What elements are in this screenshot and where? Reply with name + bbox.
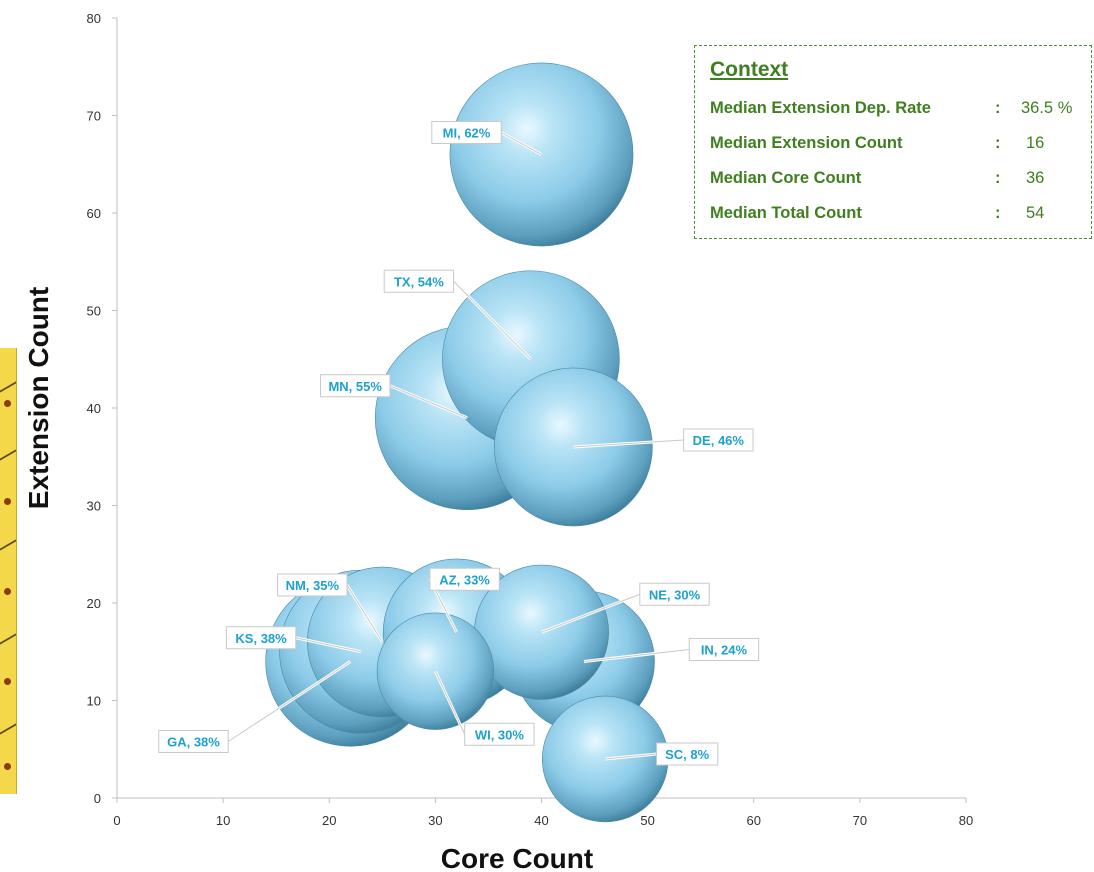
y-tick-label: 50 (87, 304, 101, 319)
context-row-median-ext-count: Median Extension Count : 16 (710, 126, 1091, 161)
data-label: MN, 55% (328, 379, 382, 394)
data-label: TX, 54% (394, 274, 444, 289)
context-value: 16 (1026, 134, 1045, 152)
context-label: Median Core Count (710, 169, 862, 187)
data-label-box (639, 582, 710, 606)
label-leader-line (227, 661, 351, 742)
x-tick-label: 30 (428, 813, 442, 828)
data-label: AZ, 33% (439, 572, 490, 587)
label-leader-line (389, 385, 468, 419)
data-label: SC, 8% (665, 747, 710, 762)
x-tick-label: 80 (959, 813, 973, 828)
data-label-box (431, 121, 502, 144)
data-label: NE, 30% (649, 587, 701, 602)
data-labels: MI, 62% TX, 54% MN, 55% DE, 46% NM, 35% AZ, 3… (158, 121, 760, 766)
pattern-dot (4, 678, 11, 685)
context-value: 36.5 % (1021, 99, 1073, 117)
data-label-box (683, 428, 754, 452)
y-tick-label: 80 (87, 11, 101, 26)
context-row-median-ext-dep-rate: Median Extension Dep. Rate : 36.5 % (710, 91, 1091, 126)
y-tick-label: 30 (87, 499, 101, 514)
data-label-box (158, 730, 229, 753)
context-colon: : (995, 169, 1001, 187)
y-tick-label: 40 (87, 401, 101, 416)
context-row-median-core-count: Median Core Count : 36 (710, 161, 1091, 196)
pattern-dot (4, 588, 11, 595)
context-colon: : (995, 204, 1001, 222)
label-leader-line (541, 593, 640, 633)
data-label-box (225, 626, 297, 650)
x-axis-title: Core Count (441, 843, 593, 872)
context-value: 36 (1026, 169, 1045, 187)
data-label: IN, 24% (701, 643, 748, 658)
data-label: KS, 38% (235, 631, 287, 646)
label-leader-line (346, 584, 383, 643)
context-label: Median Extension Dep. Rate (710, 99, 931, 117)
data-label: GA, 38% (167, 735, 220, 750)
data-label: MI, 62% (443, 126, 491, 141)
context-colon: : (995, 134, 1001, 152)
y-tick-label: 60 (87, 206, 101, 221)
x-tick-label: 0 (113, 813, 120, 828)
label-leader-line (583, 649, 690, 662)
data-label-box (320, 374, 391, 398)
data-label-box (464, 722, 535, 746)
data-label: WI, 30% (475, 727, 525, 742)
label-leader-line (500, 132, 542, 155)
context-title: Context (710, 58, 789, 81)
x-tick-label: 50 (640, 813, 654, 828)
x-tick-label: 70 (853, 813, 867, 828)
decorative-pattern-strip (0, 348, 17, 794)
context-label: Median Total Count (710, 204, 862, 222)
pattern-dot (4, 763, 11, 770)
label-leader-line (434, 671, 466, 735)
label-leader-line (573, 439, 684, 448)
data-label-box (383, 269, 455, 293)
context-value: 54 (1026, 204, 1045, 222)
y-tick-label: 70 (87, 109, 101, 124)
context-label: Median Extension Count (710, 134, 903, 152)
context-row-median-total-count: Median Total Count : 54 (710, 196, 1091, 231)
chart-axes: 0 10 20 30 40 50 60 70 80 0 10 20 30 40 50 60 70 80 (87, 11, 974, 828)
pattern-dot (4, 498, 11, 505)
label-leader-line (453, 280, 532, 360)
data-label: NM, 35% (286, 578, 340, 593)
label-leader-line (295, 637, 362, 653)
data-label-box (656, 742, 719, 766)
x-tick-label: 10 (216, 813, 230, 828)
y-tick-label: 10 (87, 694, 101, 709)
data-label: DE, 46% (693, 433, 745, 448)
data-label-box (688, 638, 760, 661)
context-panel: Context Median Extension Dep. Rate : 36.… (694, 45, 1092, 239)
y-axis-title: Extension Count (23, 287, 54, 509)
bubble-series (265, 62, 669, 823)
pattern-dot (4, 400, 11, 407)
context-colon: : (995, 99, 1001, 117)
x-tick-label: 40 (534, 813, 548, 828)
y-tick-label: 0 (94, 791, 101, 806)
x-tick-label: 60 (747, 813, 761, 828)
data-label-box (429, 567, 500, 591)
data-label-box (277, 573, 348, 597)
y-tick-label: 20 (87, 596, 101, 611)
x-tick-label: 20 (322, 813, 336, 828)
label-leader-line (605, 753, 657, 760)
